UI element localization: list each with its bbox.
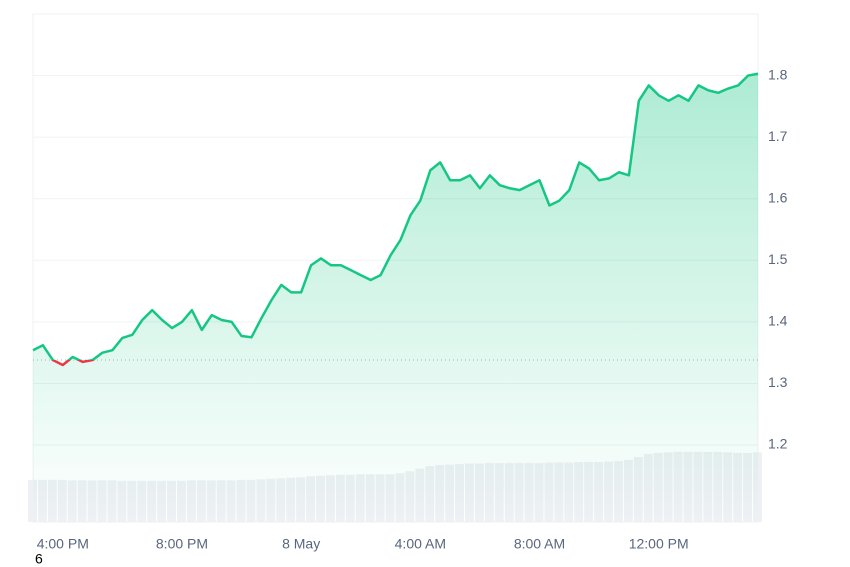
- y-tick-label: 1.4: [768, 313, 788, 329]
- x-tick-label: 4:00 PM: [37, 536, 89, 552]
- y-tick-label: 1.3: [768, 374, 788, 390]
- y-tick-label: 1.5: [768, 251, 788, 267]
- x-tick-label: 8:00 AM: [514, 536, 565, 552]
- area-fill: [33, 73, 758, 522]
- y-tick-label: 1.7: [768, 128, 788, 144]
- footnote: 6: [35, 551, 43, 567]
- y-tick-label: 1.2: [768, 436, 788, 452]
- x-tick-label: 8 May: [282, 536, 320, 552]
- x-tick-label: 12:00 PM: [629, 536, 689, 552]
- x-tick-label: 8:00 PM: [156, 536, 208, 552]
- y-tick-label: 1.6: [768, 189, 788, 205]
- y-tick-label: 1.8: [768, 66, 788, 82]
- x-tick-label: 4:00 AM: [395, 536, 446, 552]
- volume-bar: [28, 479, 37, 522]
- price-line: [32, 72, 759, 367]
